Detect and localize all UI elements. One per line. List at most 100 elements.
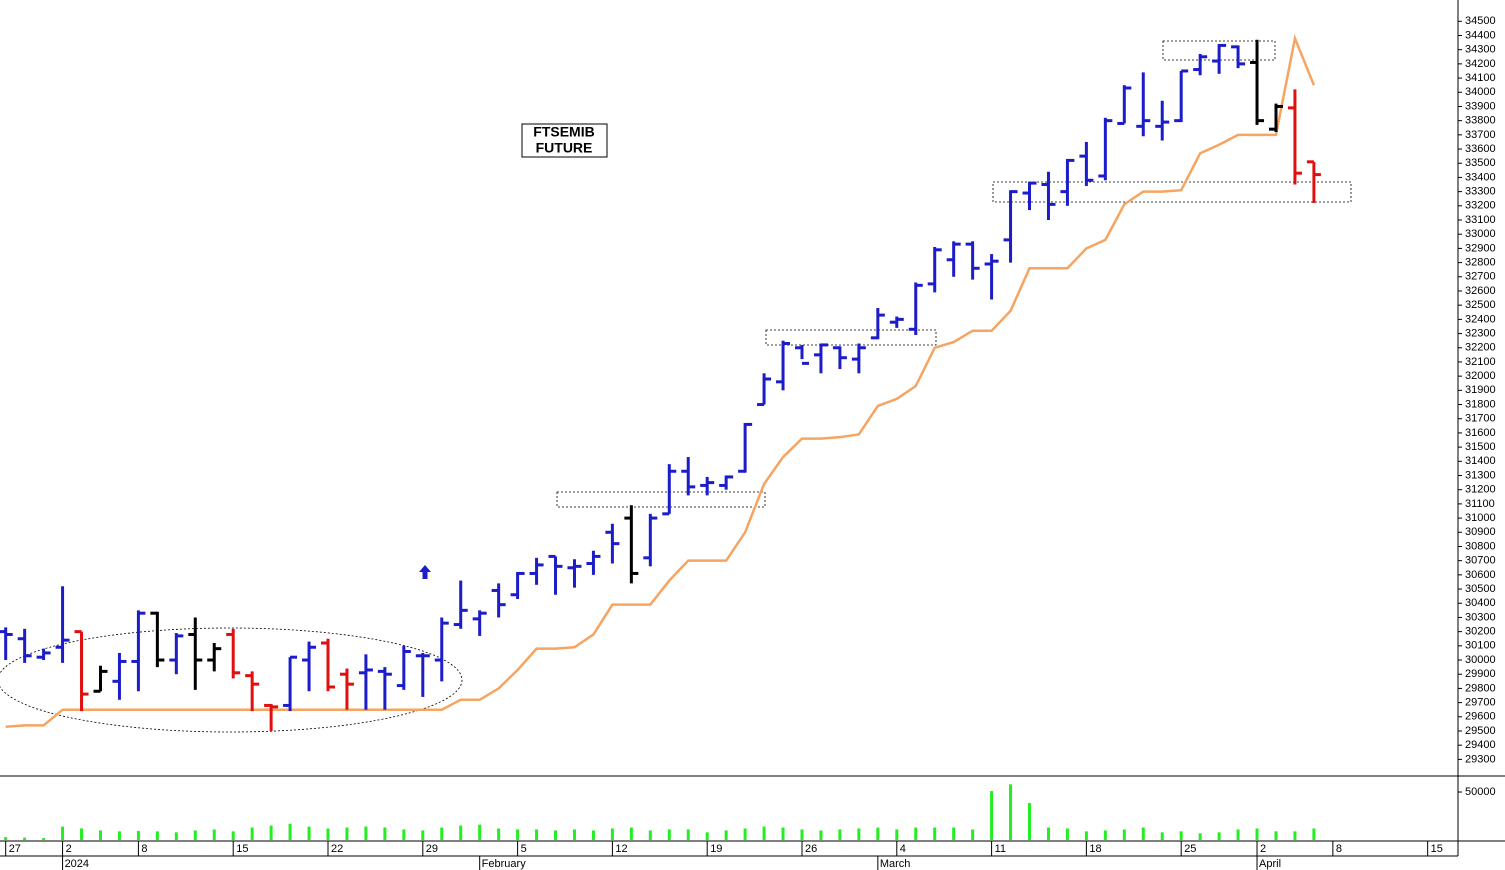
zone-box bbox=[765, 329, 937, 346]
volume-bar bbox=[781, 827, 785, 840]
y-tick-label: 34000 bbox=[1465, 86, 1496, 98]
volume-bar bbox=[98, 830, 102, 840]
x-tick-label: 4 bbox=[900, 843, 906, 855]
volume-bar bbox=[516, 829, 520, 840]
y-tick-label: 31100 bbox=[1465, 498, 1495, 510]
x-tick-label: 5 bbox=[521, 843, 527, 855]
y-tick-label: 29700 bbox=[1465, 697, 1496, 709]
x-tick-label: 25 bbox=[1184, 843, 1196, 855]
volume-bar bbox=[1160, 832, 1164, 840]
volume-bar bbox=[1122, 829, 1126, 840]
y-tick-label: 29400 bbox=[1465, 739, 1496, 751]
y-tick-label: 31500 bbox=[1465, 441, 1496, 453]
volume-bar bbox=[971, 829, 975, 840]
x-tick-label: 2 bbox=[66, 843, 72, 855]
volume-bar bbox=[895, 829, 899, 840]
volume-bar bbox=[1084, 831, 1088, 840]
y-tick-label: 29800 bbox=[1465, 682, 1496, 694]
x-tick-label: 8 bbox=[141, 843, 147, 855]
y-tick-label: 30300 bbox=[1465, 611, 1496, 623]
volume-bar bbox=[686, 829, 690, 840]
volume-bar bbox=[326, 828, 330, 840]
x-tick-label: 18 bbox=[1089, 843, 1101, 855]
volume-bar bbox=[1009, 784, 1013, 840]
signal-arrow bbox=[419, 565, 431, 579]
volume-bar bbox=[1274, 831, 1278, 840]
volume-bar bbox=[1046, 827, 1050, 840]
volume-bar bbox=[155, 831, 159, 840]
volume-bar bbox=[629, 827, 633, 840]
volume-bar bbox=[648, 830, 652, 840]
x-tick-label: 19 bbox=[710, 843, 722, 855]
volume-bar bbox=[762, 826, 766, 840]
volume-bar bbox=[364, 826, 368, 840]
x-tick-label: 26 bbox=[805, 843, 817, 855]
y-tick-label: 29300 bbox=[1465, 753, 1496, 765]
y-tick-label: 30000 bbox=[1465, 654, 1496, 666]
x-period-label: 2024 bbox=[65, 858, 89, 870]
zone-box bbox=[992, 181, 1352, 203]
chart-title: FUTURE bbox=[536, 140, 593, 156]
y-tick-label: 33300 bbox=[1465, 186, 1496, 198]
volume-bar bbox=[572, 829, 576, 840]
x-tick-label: 15 bbox=[236, 843, 248, 855]
zone-box bbox=[1162, 40, 1276, 61]
volume-bar bbox=[1103, 830, 1107, 840]
y-tick-label: 31900 bbox=[1465, 384, 1496, 396]
volume-bar bbox=[23, 837, 27, 840]
x-tick-label: 22 bbox=[331, 843, 343, 855]
x-tick-label: 11 bbox=[995, 843, 1006, 855]
volume-bar bbox=[80, 828, 84, 840]
y-tick-label: 33500 bbox=[1465, 157, 1496, 169]
y-tick-label: 31000 bbox=[1465, 512, 1496, 524]
x-tick-label: 15 bbox=[1431, 843, 1443, 855]
y-tick-label: 31200 bbox=[1465, 484, 1496, 496]
zone-box bbox=[556, 491, 766, 508]
y-tick-label: 29500 bbox=[1465, 725, 1496, 737]
y-tick-label: 32500 bbox=[1465, 299, 1496, 311]
y-tick-label: 32600 bbox=[1465, 285, 1496, 297]
volume-bar bbox=[117, 831, 121, 840]
y-tick-label: 30600 bbox=[1465, 569, 1496, 581]
title-box bbox=[521, 123, 608, 158]
volume-bar bbox=[857, 828, 861, 840]
y-tick-label: 30500 bbox=[1465, 583, 1496, 595]
y-tick-label: 32300 bbox=[1465, 327, 1496, 339]
volume-bar bbox=[421, 830, 425, 840]
y-tick-label: 50000 bbox=[1465, 786, 1496, 798]
volume-bar bbox=[1141, 827, 1145, 840]
y-tick-label: 34400 bbox=[1465, 29, 1496, 41]
y-tick-label: 29600 bbox=[1465, 711, 1496, 723]
y-tick-label: 30400 bbox=[1465, 597, 1496, 609]
volume-bar bbox=[345, 827, 349, 840]
y-tick-label: 30900 bbox=[1465, 526, 1496, 538]
x-tick-label: 12 bbox=[615, 843, 627, 855]
y-tick-label: 33400 bbox=[1465, 171, 1496, 183]
volume-bar bbox=[554, 830, 558, 840]
x-period-label: April bbox=[1259, 858, 1281, 870]
y-tick-label: 31800 bbox=[1465, 398, 1496, 410]
volume-bar bbox=[1028, 803, 1032, 840]
y-tick-label: 34500 bbox=[1465, 15, 1496, 27]
y-tick-label: 30100 bbox=[1465, 640, 1496, 652]
y-tick-label: 34100 bbox=[1465, 72, 1496, 84]
volume-bar bbox=[819, 830, 823, 840]
y-tick-label: 32100 bbox=[1465, 356, 1496, 368]
volume-bar bbox=[800, 829, 804, 840]
y-tick-label: 33800 bbox=[1465, 115, 1496, 127]
volume-bar bbox=[231, 831, 235, 840]
x-period-label: February bbox=[482, 858, 527, 870]
volume-bar bbox=[440, 827, 444, 840]
volume-bar bbox=[933, 827, 937, 840]
y-tick-label: 30800 bbox=[1465, 540, 1496, 552]
volume-bar bbox=[667, 829, 671, 840]
volume-bar bbox=[743, 828, 747, 840]
volume-bar bbox=[1312, 828, 1316, 840]
volume-bar bbox=[212, 829, 216, 840]
x-tick-label: 2 bbox=[1260, 843, 1266, 855]
y-tick-label: 33700 bbox=[1465, 129, 1496, 141]
y-tick-label: 31600 bbox=[1465, 427, 1496, 439]
x-tick-label: 29 bbox=[426, 843, 438, 855]
